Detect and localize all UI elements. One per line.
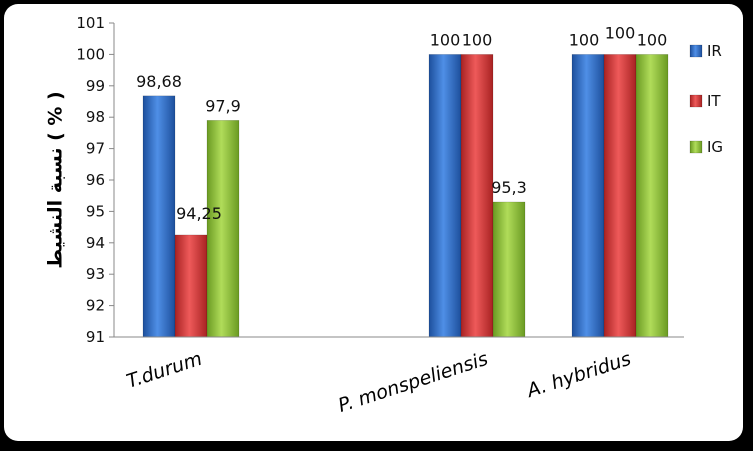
data-label-it-0: 94,25	[176, 204, 222, 223]
y-tick-label: 92	[86, 297, 105, 315]
y-tick-label: 94	[86, 234, 105, 252]
data-label-ig-0: 97,9	[205, 96, 241, 115]
legend: IR IT IG	[689, 42, 723, 156]
x-tick-label-1: P. monspeliensis	[335, 348, 490, 417]
y-tick-label: 97	[86, 140, 105, 158]
bar-ig-0	[206, 120, 240, 338]
data-label-ig-2: 100	[637, 30, 668, 49]
data-label-it-2: 100	[605, 23, 636, 42]
legend-swatch-ig	[689, 140, 703, 154]
y-tick-label: 96	[86, 171, 105, 189]
data-label-it-1: 100	[462, 30, 493, 49]
y-tick-label: 100	[76, 45, 105, 63]
legend-label-ir: IR	[707, 42, 722, 60]
x-tick-label-0: T.durum	[124, 348, 205, 393]
y-tick-label: 95	[86, 202, 105, 220]
data-label-ir-1: 100	[430, 30, 461, 49]
y-tick-label: 101	[76, 14, 105, 32]
bar-ir-0	[142, 95, 176, 338]
y-axis: 91 92 93 94 95 96 97 98 99 100 101	[76, 14, 115, 346]
bar-it-0	[174, 234, 208, 338]
y-tick-label: 91	[86, 328, 105, 346]
data-label-ir-0: 98,68	[136, 72, 182, 91]
bar-it-1	[460, 54, 494, 338]
y-tick-label: 99	[86, 77, 105, 95]
legend-swatch-it	[689, 94, 703, 108]
bar-ir-1	[428, 54, 462, 338]
bar-chart: نسبة النشيط ( % ) 9192939495969798991001…	[45, 14, 724, 417]
bar-it-2	[603, 54, 637, 338]
chart-frame: نسبة النشيط ( % ) 91 92 93 94 95 96 97 98 99 100 1…	[4, 4, 743, 441]
y-axis-title-group: نسبة النشيط ( % )	[45, 91, 67, 268]
y-tick-label: 98	[86, 108, 105, 126]
legend-label-ig: IG	[707, 138, 723, 156]
legend-label-it: IT	[707, 92, 721, 110]
data-label-ir-2: 100	[569, 30, 600, 49]
y-axis-title: نسبة النشيط ( % )	[45, 91, 67, 268]
bar-ig-2	[635, 54, 669, 338]
data-label-ig-1: 95,3	[491, 178, 527, 197]
bars-group	[142, 54, 669, 338]
x-axis: T.durum P. monspeliensis A. hybridus	[114, 336, 684, 417]
x-tick-label-2: A. hybridus	[522, 348, 633, 403]
y-tick-label: 93	[86, 265, 105, 283]
bar-ir-2	[571, 54, 605, 338]
legend-swatch-ir	[689, 44, 703, 58]
bar-ig-1	[492, 201, 526, 338]
